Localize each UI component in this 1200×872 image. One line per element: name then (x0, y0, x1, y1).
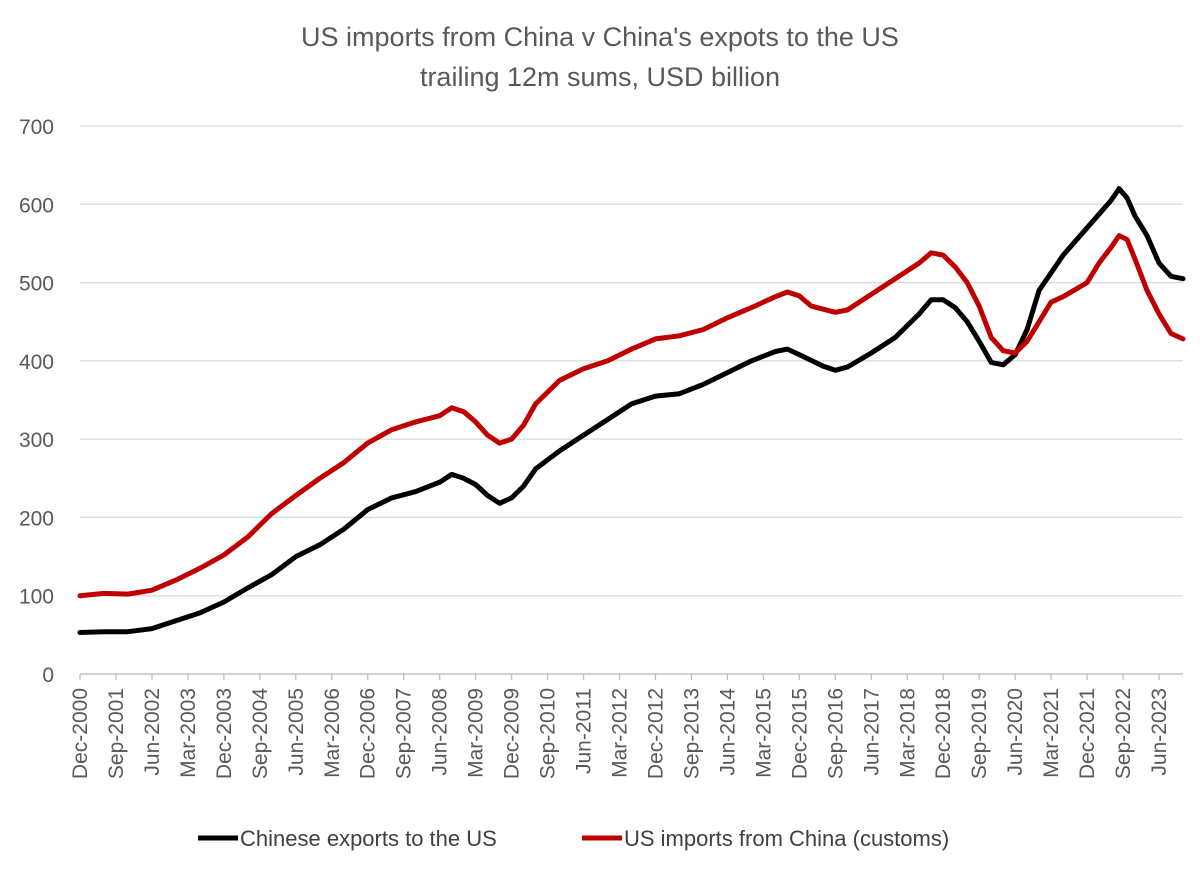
x-tick-label: Mar-2012 (609, 688, 632, 778)
x-tick-label: Jun-2017 (860, 688, 883, 776)
x-tick-label: Dec-2009 (501, 688, 524, 779)
x-tick-label: Jun-2011 (573, 688, 596, 774)
legend-label-1: US imports from China (customs) (624, 826, 949, 851)
y-tick-label: 400 (19, 351, 54, 374)
x-tick-label: Sep-2019 (968, 688, 991, 779)
x-tick-label: Jun-2005 (285, 688, 308, 776)
x-tick-label: Dec-2000 (69, 688, 92, 779)
x-tick-label: Jun-2002 (141, 688, 164, 776)
chart-subtitle: trailing 12m sums, USD billion (420, 62, 780, 92)
x-tick-label: Dec-2018 (932, 688, 955, 779)
y-tick-label: 200 (19, 507, 54, 530)
x-axis-ticks: Dec-2000 Sep-2001 Jun-2002 Mar-2003 Dec-2003… (69, 674, 1171, 779)
x-tick-label: Sep-2016 (824, 688, 847, 779)
x-tick-label: Sep-2010 (537, 688, 560, 779)
y-tick-label: 0 (42, 664, 54, 687)
x-tick-label: Sep-2004 (249, 688, 272, 779)
y-tick-label: 300 (19, 429, 54, 452)
gridlines (80, 125, 1183, 597)
x-tick-label: Dec-2021 (1076, 688, 1099, 779)
legend-label-0: Chinese exports to the US (240, 826, 497, 851)
series-lines (77, 186, 1186, 635)
legend: Chinese exports to the US US imports from… (198, 826, 949, 851)
x-tick-label: Sep-2001 (105, 688, 128, 779)
x-tick-label: Sep-2022 (1112, 688, 1135, 779)
y-tick-label: 500 (19, 273, 54, 296)
x-tick-label: Jun-2023 (1148, 688, 1171, 776)
x-tick-label: Mar-2021 (1040, 688, 1063, 778)
series-line-1 (77, 233, 1186, 599)
x-tick-label: Mar-2006 (321, 688, 344, 778)
x-tick-label: Jun-2020 (1004, 688, 1027, 776)
x-tick-label: Jun-2008 (429, 688, 452, 776)
x-tick-label: Jun-2014 (716, 688, 739, 776)
x-tick-label: Mar-2015 (752, 688, 775, 778)
y-tick-label: 100 (19, 586, 54, 609)
y-tick-label: 600 (19, 194, 54, 217)
x-tick-label: Mar-2009 (465, 688, 488, 778)
x-tick-label: Mar-2018 (896, 688, 919, 778)
x-tick-label: Dec-2006 (357, 688, 380, 779)
x-tick-label: Sep-2013 (680, 688, 703, 779)
y-tick-label: 700 (19, 116, 54, 139)
x-tick-label: Dec-2003 (213, 688, 236, 779)
chart-title: US imports from China v China's expots t… (301, 22, 899, 52)
series-line-0 (77, 186, 1186, 635)
x-tick-label: Dec-2012 (644, 688, 667, 779)
x-tick-label: Sep-2007 (393, 688, 416, 779)
y-axis-ticks: 0 100 200 300 400 500 600 700 (19, 116, 54, 687)
x-tick-label: Mar-2003 (177, 688, 200, 778)
x-tick-label: Dec-2015 (788, 688, 811, 779)
